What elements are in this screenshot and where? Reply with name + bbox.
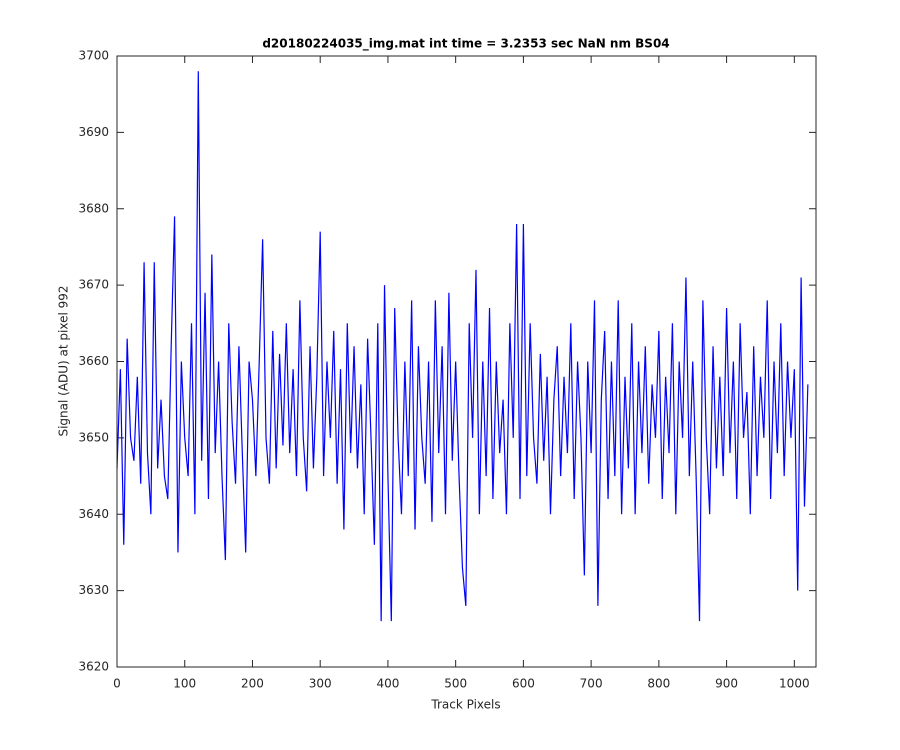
y-tick-label: 3660: [78, 354, 109, 368]
y-tick-label: 3650: [78, 430, 109, 444]
y-tick-label: 3680: [78, 201, 109, 215]
x-tick-label: 600: [512, 677, 535, 691]
data-line: [116, 71, 809, 622]
y-tick-label: 3690: [78, 125, 109, 139]
x-tick-label: 200: [241, 677, 264, 691]
x-tick-label: 700: [580, 677, 603, 691]
x-tick-label: 1000: [779, 677, 810, 691]
x-tick-label: 800: [647, 677, 670, 691]
x-tick-label: 100: [173, 677, 196, 691]
y-tick-label: 3630: [78, 583, 109, 597]
x-tick-label: 900: [715, 677, 738, 691]
x-tick-label: 500: [444, 677, 467, 691]
plot-frame: [116, 55, 817, 668]
y-tick-label: 3640: [78, 507, 109, 521]
x-axis-label: Track Pixels: [430, 698, 500, 712]
y-tick-label: 3670: [78, 278, 109, 292]
x-tick-label: 0: [113, 677, 121, 691]
y-axis-label: Signal (ADU) at pixel 992: [57, 285, 71, 436]
y-tick-label: 3620: [78, 660, 109, 674]
x-tick-label: 400: [376, 677, 399, 691]
y-tick-label: 3700: [78, 49, 109, 63]
x-tick-label: 300: [309, 677, 332, 691]
chart-title: d20180224035_img.mat int time = 3.2353 s…: [262, 37, 669, 52]
